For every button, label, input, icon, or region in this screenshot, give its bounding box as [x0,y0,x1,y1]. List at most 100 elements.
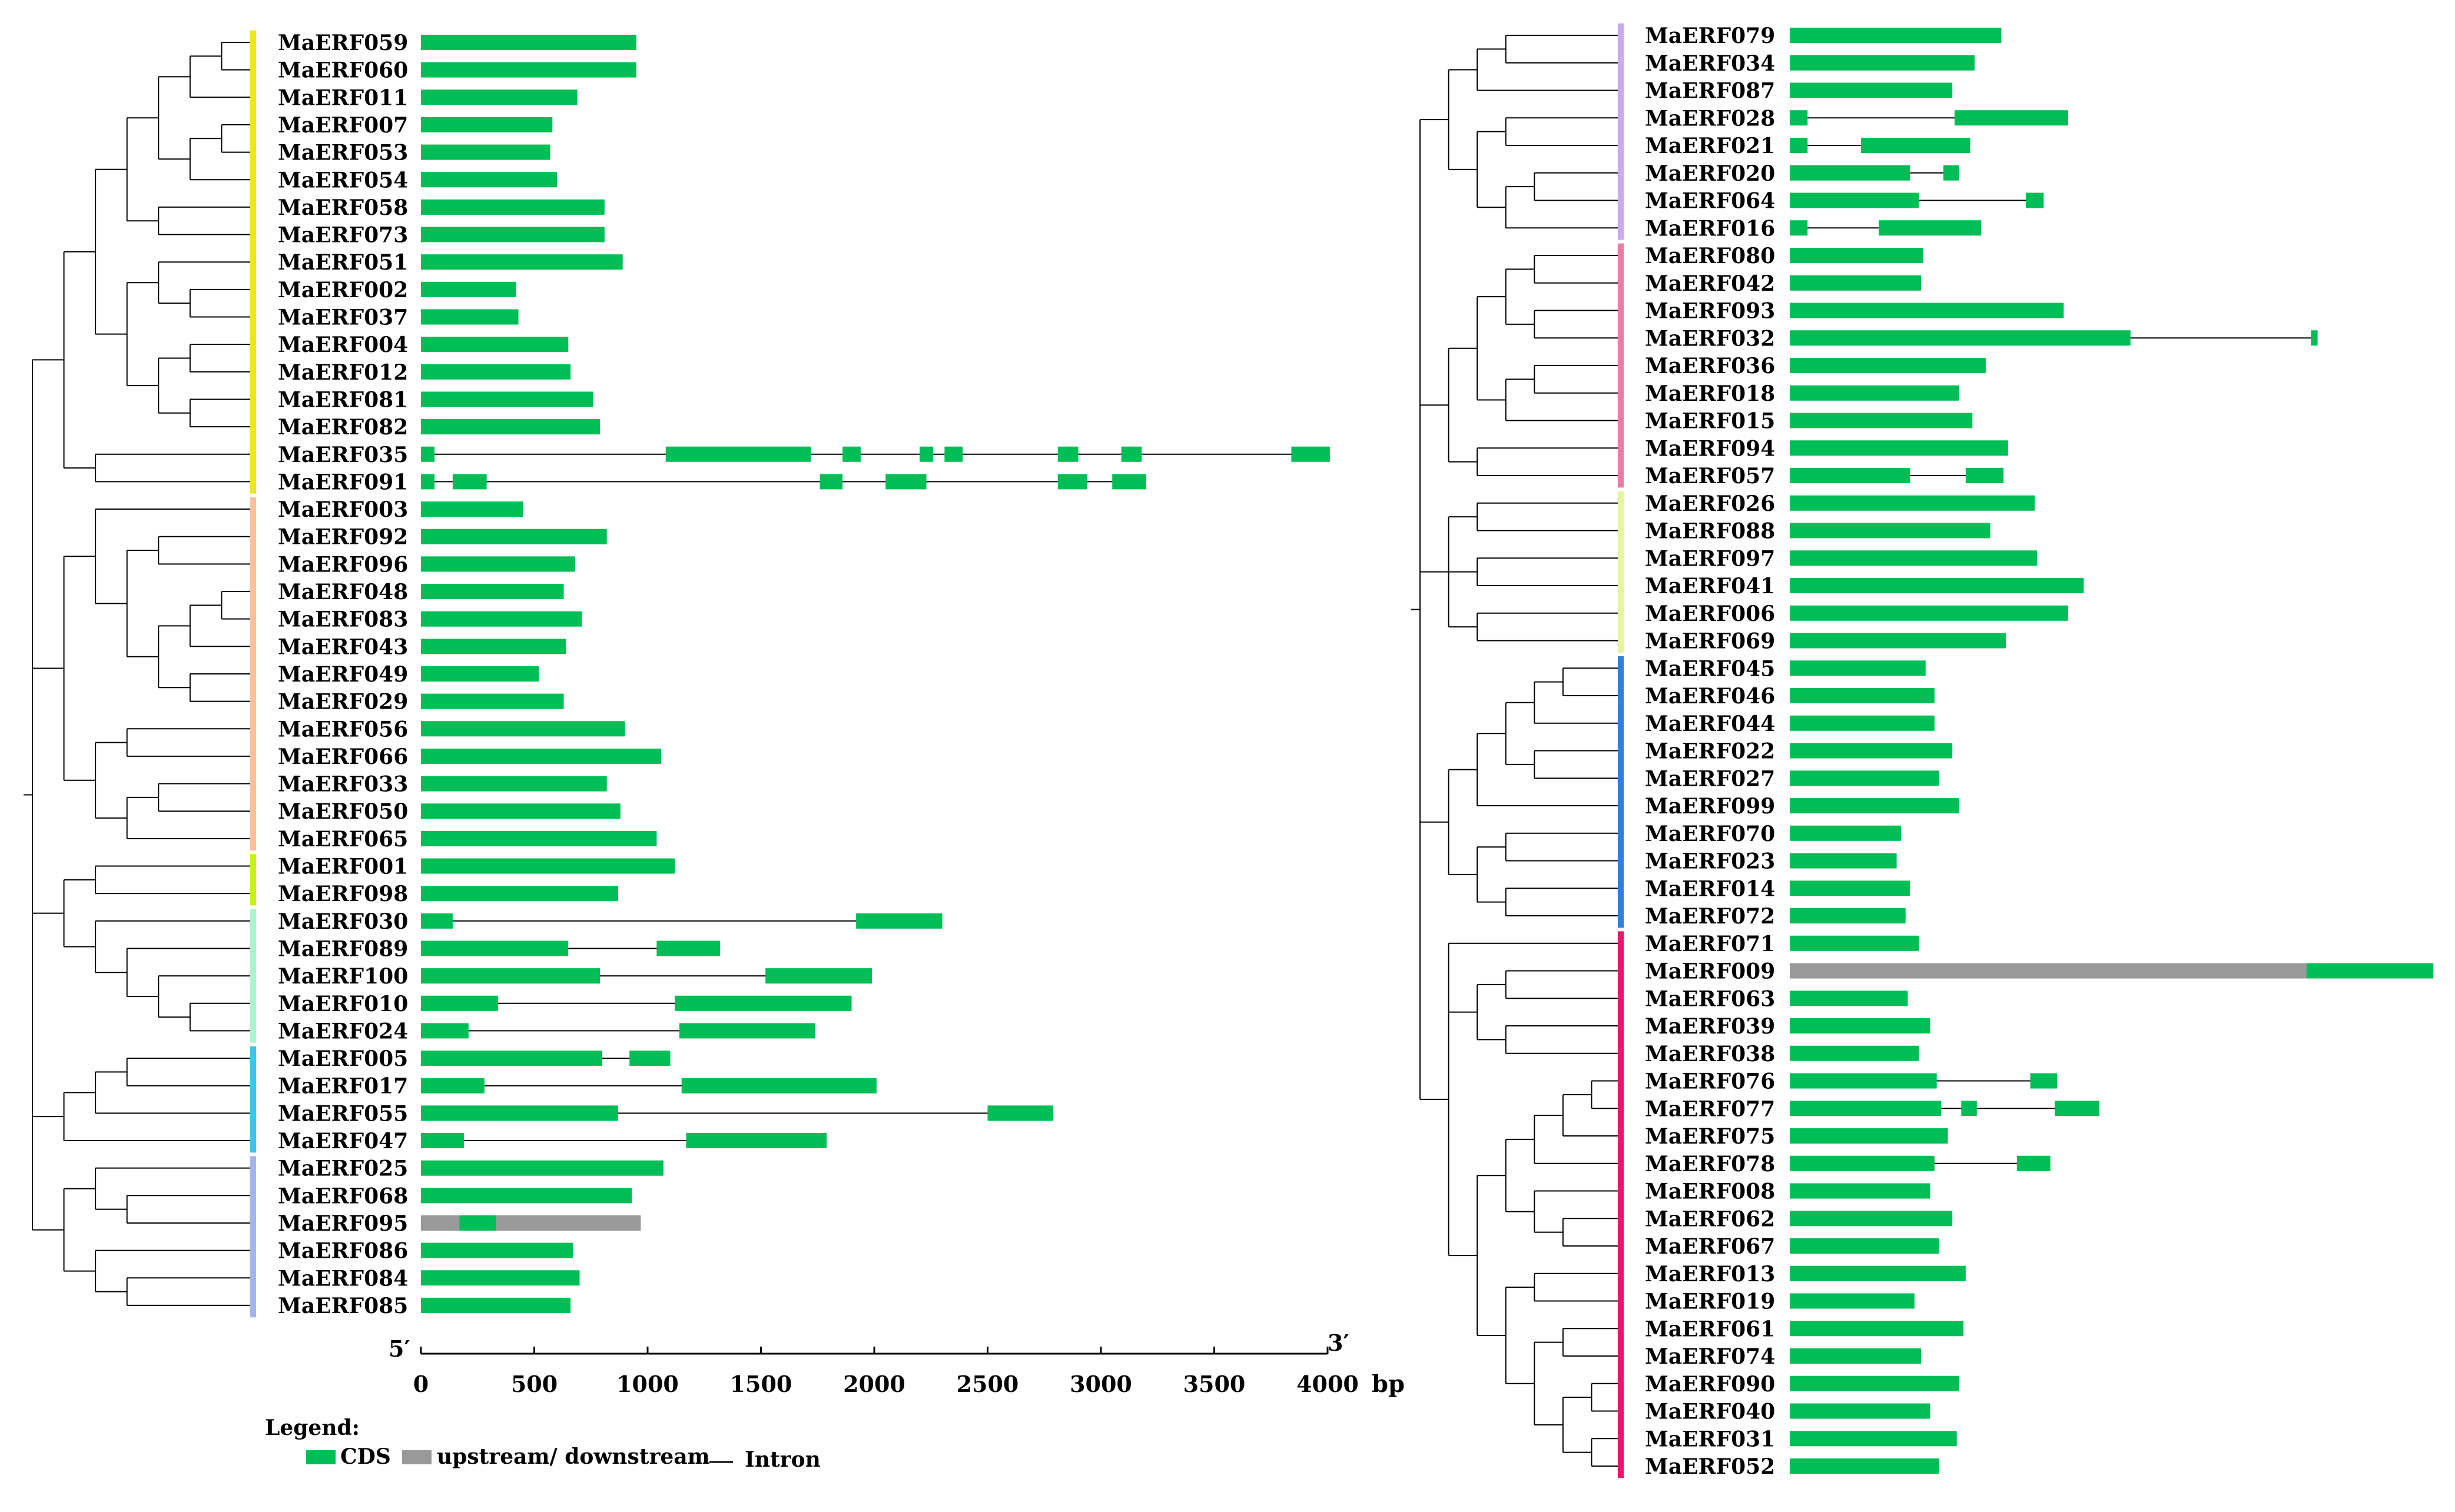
cds-exon [1790,1045,1919,1061]
cds-exon [421,1051,602,1066]
gene-structure [421,391,593,407]
gene-structure [1790,1403,1930,1419]
gene-label: MaERF081 [278,387,408,412]
gene-structure [1790,1375,1959,1391]
gene-label: MaERF061 [1645,1317,1775,1341]
gene-structure [1790,1458,1939,1474]
gene-label: MaERF014 [1645,876,1775,901]
gene-structure [1790,935,1919,951]
cds-exon [421,337,569,353]
cds-exon [1790,1155,1935,1171]
cds-exon [421,693,564,709]
gene-label: MaERF030 [278,909,408,934]
gene-label: MaERF066 [278,745,408,769]
gene-structure [421,474,1146,490]
gene-label: MaERF056 [278,717,408,742]
gene-label: MaERF094 [1645,436,1775,461]
cds-exon [421,1160,663,1176]
cds-exon [421,913,453,929]
cds-exon [421,1133,465,1148]
cds-exon [1965,468,2004,483]
cds-exon [421,776,607,792]
three-prime-label: 3′ [1328,1330,1349,1356]
gene-label: MaERF070 [1645,822,1775,846]
cds-exon [1790,1403,1930,1419]
cds-exon [1790,1431,1957,1447]
cds-exon [2055,1101,2099,1116]
cds-exon [1790,743,1953,759]
axis-tick-label: 3000 [1070,1371,1132,1397]
gene-structure [1790,1293,1915,1309]
gene-label: MaERF006 [1645,602,1775,626]
cds-exon [1790,192,1919,208]
cds-exon [1943,165,1959,181]
clade-bar [1618,931,1624,1478]
cds-exon [421,556,575,572]
gene-label: MaERF072 [1645,904,1775,929]
utr-segment [496,1215,641,1231]
gene-structure [421,830,657,846]
gene-label: MaERF038 [1645,1042,1775,1066]
cds-exon [1790,825,1902,841]
gene-label: MaERF010 [278,992,408,1016]
cds-exon [629,1051,671,1066]
clade-bar [1618,243,1624,488]
cds-exon [1790,220,1808,236]
gene-structure [421,556,575,572]
gene-structure [421,529,607,544]
gene-label: MaERF088 [1645,519,1775,544]
cds-exon [1790,55,1975,71]
gene-label: MaERF087 [1645,79,1775,104]
gene-label: MaERF075 [1645,1124,1775,1149]
cds-exon [421,886,618,902]
gene-structure [1790,578,2084,593]
cds-exon [1790,1375,1959,1391]
gene-structure [421,941,721,956]
cds-exon [421,172,557,188]
cds-exon [1790,853,1897,869]
cds-exon [1790,1183,1930,1199]
gene-structure [1790,220,1982,236]
gene-label: MaERF031 [1645,1427,1775,1451]
cds-exon [421,227,605,242]
gene-structure [1790,495,2035,511]
gene-label: MaERF060 [278,58,408,83]
cds-exon [2016,1155,2051,1171]
cds-exon [1790,28,2002,43]
gene-structure [1790,1265,1966,1281]
cds-exon [656,941,721,956]
cds-exon [1790,770,1939,786]
gene-structure [1790,1101,2099,1116]
gene-structure [1790,275,1922,291]
gene-structure [1790,82,1953,98]
gene-structure [1790,825,1902,841]
gene-structure [421,117,553,132]
legend-intron-label: Intron [745,1447,821,1472]
cds-exon [421,584,564,599]
cds-exon [1112,474,1146,490]
cds-exon [1057,446,1079,462]
cds-exon [1790,1265,1966,1281]
gene-structure [1790,550,2037,566]
axis-tick-label: 2000 [843,1371,905,1397]
gene-structure [1790,605,2068,621]
cds-exon [1790,880,1910,896]
gene-structure [421,172,557,188]
gene-structure [1790,1321,1964,1337]
gene-structure [1790,523,1990,539]
clade-bar [1618,23,1624,240]
gene-structure [421,858,675,874]
cds-exon [459,1215,496,1231]
cds-exon [421,254,623,270]
gene-structure [1790,138,1970,153]
right-gene-structures [1790,28,2434,1474]
cds-exon [1961,1101,1977,1116]
cds-exon [421,968,601,984]
gene-label: MaERF080 [1645,244,1775,268]
cds-exon [885,474,927,490]
gene-label: MaERF021 [1645,134,1775,158]
gene-structure [421,611,582,627]
gene-label: MaERF012 [278,360,408,385]
gene-structure [1790,28,2002,43]
